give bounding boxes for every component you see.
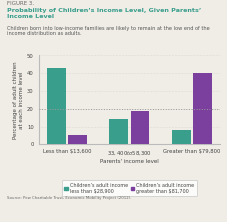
Bar (172, 130, 191, 144)
Text: Source: Pew Charitable Trust, Economic Mobility Project (2012).: Source: Pew Charitable Trust, Economic M… (7, 196, 131, 200)
Bar (47, 68, 66, 144)
Bar (131, 111, 149, 144)
Bar (109, 119, 128, 144)
Text: Probability of Children’s Income Level, Given Parents’ Income Level: Probability of Children’s Income Level, … (7, 8, 201, 19)
Text: FIGURE 3.: FIGURE 3. (7, 1, 34, 6)
Bar (68, 135, 87, 144)
Text: Children born into low-income families are likely to remain at the low end of th: Children born into low-income families a… (7, 26, 210, 36)
Bar (193, 73, 212, 144)
X-axis label: Parents' income level: Parents' income level (100, 159, 159, 165)
Legend: Children’s adult income
less than $28,900, Children’s adult income
greater than : Children’s adult income less than $28,90… (62, 180, 197, 196)
Y-axis label: Percentage of adult children
at each income level: Percentage of adult children at each inc… (13, 61, 24, 139)
